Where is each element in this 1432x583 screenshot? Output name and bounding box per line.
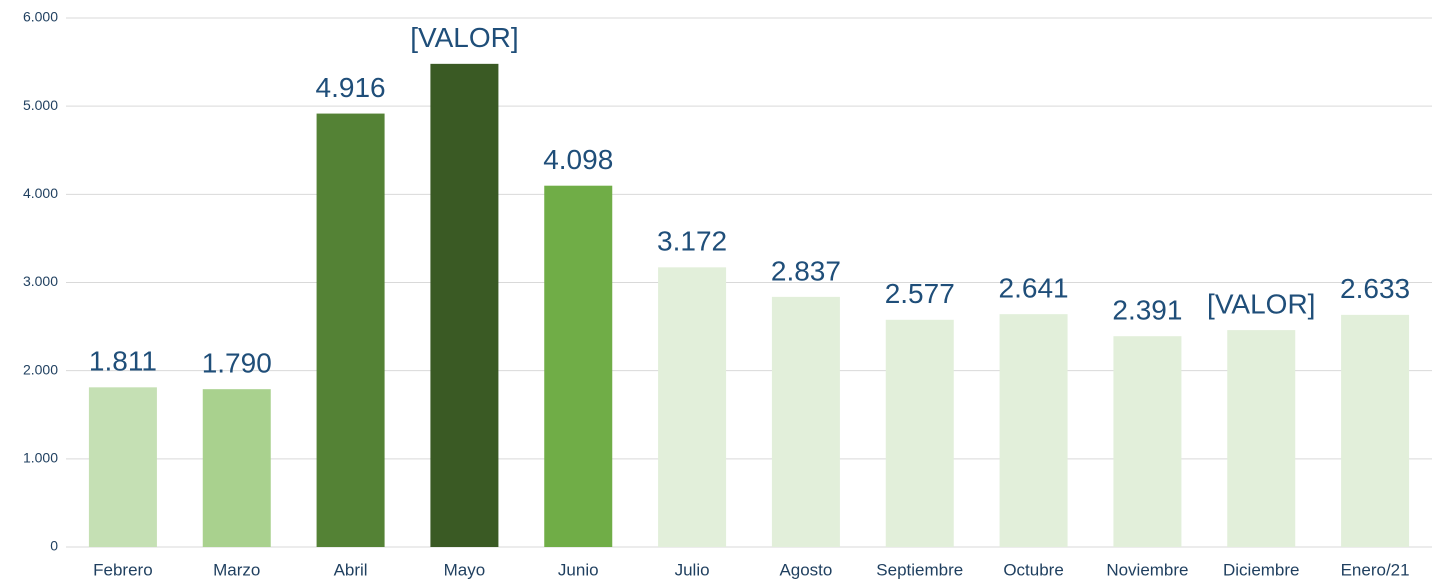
y-tick-label: 2.000 xyxy=(23,361,58,377)
x-tick-label: Marzo xyxy=(213,560,260,579)
x-tick-label: Julio xyxy=(675,560,710,579)
bar xyxy=(544,185,613,547)
value-label: 1.811 xyxy=(89,346,157,377)
y-tick-label: 1.000 xyxy=(23,450,58,466)
bar xyxy=(316,113,385,548)
bar xyxy=(430,63,499,547)
x-tick-label: Octubre xyxy=(1003,560,1063,579)
bar xyxy=(1341,314,1410,547)
x-tick-label: Diciembre xyxy=(1223,560,1300,579)
bar xyxy=(1227,330,1296,547)
value-label: 3.172 xyxy=(657,226,727,257)
bar xyxy=(1113,336,1182,547)
x-tick-label: Febrero xyxy=(93,560,153,579)
x-tick-label: Septiembre xyxy=(876,560,963,579)
bar xyxy=(202,389,271,547)
bar xyxy=(999,314,1068,547)
value-label: 4.098 xyxy=(543,144,613,175)
value-label: 2.577 xyxy=(885,278,955,309)
x-tick-label: Mayo xyxy=(444,560,486,579)
y-tick-label: 6.000 xyxy=(23,9,58,25)
value-label: [VALOR] xyxy=(410,22,518,53)
x-tick-label: Agosto xyxy=(779,560,832,579)
y-tick-label: 3.000 xyxy=(23,273,58,289)
value-label: 2.391 xyxy=(1112,295,1182,326)
x-tick-label: Junio xyxy=(558,560,599,579)
y-tick-label: 5.000 xyxy=(23,97,58,113)
bar xyxy=(885,319,954,547)
x-tick-label: Enero/21 xyxy=(1341,560,1410,579)
value-label: 2.641 xyxy=(999,273,1069,304)
value-label: 1.790 xyxy=(202,348,272,379)
y-tick-label: 4.000 xyxy=(23,185,58,201)
value-label: 2.837 xyxy=(771,255,841,286)
value-label: 2.633 xyxy=(1340,273,1410,304)
bar xyxy=(771,296,840,547)
value-label: 4.916 xyxy=(316,72,386,103)
bar xyxy=(658,267,727,547)
bar xyxy=(88,387,157,547)
y-tick-label: 0 xyxy=(50,538,58,554)
x-tick-label: Noviembre xyxy=(1106,560,1188,579)
value-label: [VALOR] xyxy=(1207,289,1315,320)
x-tick-label: Abril xyxy=(334,560,368,579)
